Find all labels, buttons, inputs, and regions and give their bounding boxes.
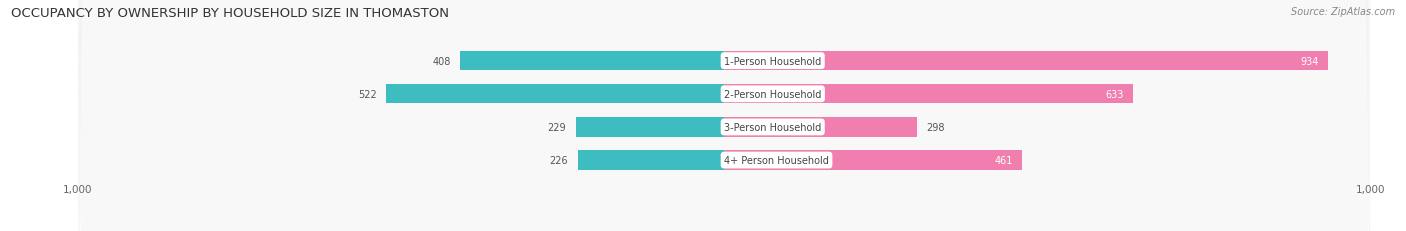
Bar <box>387 85 724 104</box>
Text: 226: 226 <box>550 155 568 165</box>
Bar <box>724 52 1329 71</box>
Text: 298: 298 <box>927 122 945 132</box>
Bar <box>576 118 724 137</box>
FancyBboxPatch shape <box>79 0 1369 231</box>
Text: 522: 522 <box>359 89 377 99</box>
FancyBboxPatch shape <box>79 0 1369 231</box>
Text: Source: ZipAtlas.com: Source: ZipAtlas.com <box>1291 7 1395 17</box>
Text: 229: 229 <box>548 122 567 132</box>
Text: OCCUPANCY BY OWNERSHIP BY HOUSEHOLD SIZE IN THOMASTON: OCCUPANCY BY OWNERSHIP BY HOUSEHOLD SIZE… <box>11 7 450 20</box>
Bar <box>724 118 917 137</box>
Text: 1-Person Household: 1-Person Household <box>724 56 821 66</box>
Bar <box>460 52 724 71</box>
Text: 934: 934 <box>1301 56 1319 66</box>
Text: 4+ Person Household: 4+ Person Household <box>724 155 830 165</box>
Bar <box>578 151 724 170</box>
Text: 408: 408 <box>432 56 450 66</box>
Bar <box>724 151 1022 170</box>
FancyBboxPatch shape <box>79 0 1369 231</box>
Text: 633: 633 <box>1105 89 1123 99</box>
FancyBboxPatch shape <box>79 0 1369 231</box>
Text: 461: 461 <box>994 155 1012 165</box>
Bar <box>724 85 1133 104</box>
Text: 2-Person Household: 2-Person Household <box>724 89 821 99</box>
Text: 3-Person Household: 3-Person Household <box>724 122 821 132</box>
